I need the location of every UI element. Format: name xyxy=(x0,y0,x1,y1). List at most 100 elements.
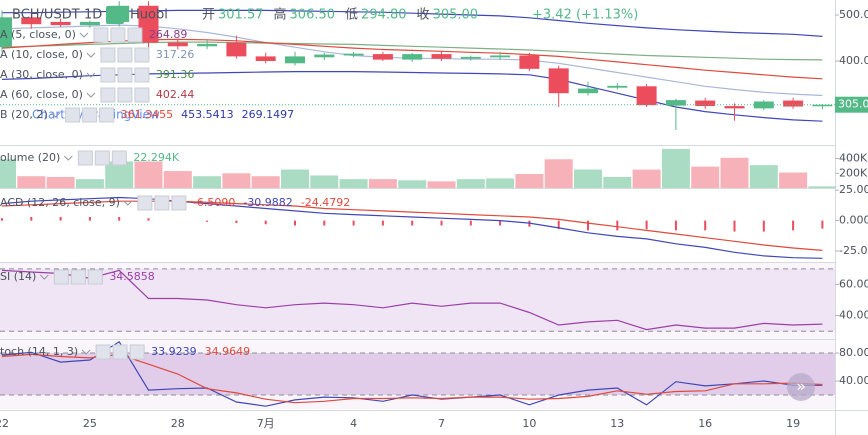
dropdown[interactable] xyxy=(63,155,73,161)
indicator-name: A (30, close, 0) xyxy=(0,68,83,81)
scroll-button[interactable]: » xyxy=(787,373,815,401)
dropdown[interactable] xyxy=(86,92,96,98)
dropdown[interactable] xyxy=(81,349,91,355)
volume-bar xyxy=(603,176,632,188)
volume-bar xyxy=(281,169,309,188)
x-tick-label: 13 xyxy=(610,417,624,430)
y-tick-label: 400K xyxy=(839,152,868,165)
settings-button[interactable] xyxy=(82,107,98,123)
x-tick-label: 7 xyxy=(438,417,445,430)
eye-button[interactable] xyxy=(65,107,81,123)
candle-body xyxy=(197,43,218,47)
ohlc-value: 301.57 xyxy=(218,8,264,23)
eye-button[interactable] xyxy=(53,269,69,285)
candle-body xyxy=(724,106,745,109)
close-button[interactable] xyxy=(129,344,145,360)
y-tick-label: 40.00 xyxy=(839,309,868,322)
volume-bar xyxy=(427,181,456,188)
settings-button[interactable] xyxy=(70,269,86,285)
close-button[interactable] xyxy=(134,87,150,103)
dropdown[interactable] xyxy=(86,72,96,78)
indicator-value: -6.5090 xyxy=(193,196,235,209)
candle-body xyxy=(343,53,364,56)
volume-bar xyxy=(251,176,280,188)
histogram-bar xyxy=(762,220,765,232)
volume-bar xyxy=(0,159,16,188)
ohlc-label: 收 xyxy=(417,8,430,23)
settings-button[interactable] xyxy=(154,195,170,211)
ohlc-label: 高 xyxy=(274,7,287,23)
ohlc-value: 305.00 xyxy=(433,8,479,23)
close-button[interactable] xyxy=(134,67,150,83)
dropdown[interactable] xyxy=(123,200,133,206)
histogram-bar xyxy=(294,220,296,226)
indicator-value: 391.36 xyxy=(156,68,195,81)
x-tick-label: 25 xyxy=(83,417,97,430)
eye-button[interactable] xyxy=(95,344,111,360)
dropdown[interactable] xyxy=(39,274,49,280)
exchange-icon[interactable] xyxy=(106,6,124,24)
close-button[interactable] xyxy=(99,107,115,123)
change: +3.42 (+1.13%) xyxy=(532,8,638,23)
indicator-name: A (10, close, 0) xyxy=(0,48,83,61)
settings-button[interactable] xyxy=(117,87,133,103)
volume-bar xyxy=(456,179,485,188)
eye-button[interactable] xyxy=(100,47,116,63)
histogram-bar xyxy=(587,220,589,231)
volume-bar xyxy=(368,179,397,188)
close-button[interactable] xyxy=(134,47,150,63)
dropdown[interactable] xyxy=(51,112,60,118)
x-tick-label: 22 xyxy=(0,417,9,430)
settings-button[interactable] xyxy=(110,27,126,43)
close-button[interactable] xyxy=(87,269,103,285)
indicator-value: 34.5858 xyxy=(109,270,155,283)
settings-button[interactable] xyxy=(112,344,128,360)
candle-body xyxy=(0,17,12,48)
close-button[interactable] xyxy=(111,150,127,166)
settings-button[interactable] xyxy=(94,150,110,166)
candle-body xyxy=(665,100,686,106)
volume-bar xyxy=(75,179,104,188)
histogram-bar xyxy=(674,220,677,231)
eye-button[interactable] xyxy=(93,27,109,43)
candle-body xyxy=(519,55,540,69)
histogram-bar xyxy=(59,216,62,221)
histogram-bar xyxy=(88,216,91,221)
volume-bar xyxy=(808,186,837,188)
candle-body xyxy=(138,5,159,43)
x-tick-label: 10 xyxy=(522,417,536,430)
histogram-bar xyxy=(323,220,326,226)
eye-button[interactable] xyxy=(137,195,153,211)
indicator-line xyxy=(1,269,823,331)
last-price-label: 305.00 xyxy=(838,98,868,111)
settings-button[interactable] xyxy=(117,67,133,83)
exchange: Huobi xyxy=(130,8,168,23)
scroll-button-bg[interactable] xyxy=(787,373,815,401)
indicator-line xyxy=(1,41,823,61)
close-button[interactable] xyxy=(127,27,143,43)
scroll-icon[interactable]: » xyxy=(796,377,806,396)
volume-bar xyxy=(134,161,163,188)
histogram-bar xyxy=(440,220,443,226)
y-tick-label: 80.00 xyxy=(839,346,868,359)
candle-body xyxy=(548,68,569,94)
ohlc-label: 开 xyxy=(202,8,215,23)
dropdown[interactable] xyxy=(79,32,89,38)
volume-bar xyxy=(574,169,602,188)
settings-button[interactable] xyxy=(117,47,133,63)
candle-body xyxy=(372,54,393,60)
eye-button[interactable] xyxy=(100,67,116,83)
eye-button[interactable] xyxy=(77,150,93,166)
close-button[interactable] xyxy=(171,195,187,211)
histogram-bar xyxy=(352,220,355,226)
volume-bar xyxy=(691,166,720,188)
histogram-bar xyxy=(264,220,267,225)
indicator-value: 269.1497 xyxy=(242,108,295,121)
dropdown[interactable] xyxy=(86,52,96,58)
histogram-bar xyxy=(30,216,33,221)
indicator-value: -24.4792 xyxy=(301,196,350,209)
candle-body xyxy=(314,54,335,58)
volume-bar xyxy=(749,165,778,188)
eye-button[interactable] xyxy=(100,87,116,103)
symbol: BCH/USDT xyxy=(12,8,80,23)
